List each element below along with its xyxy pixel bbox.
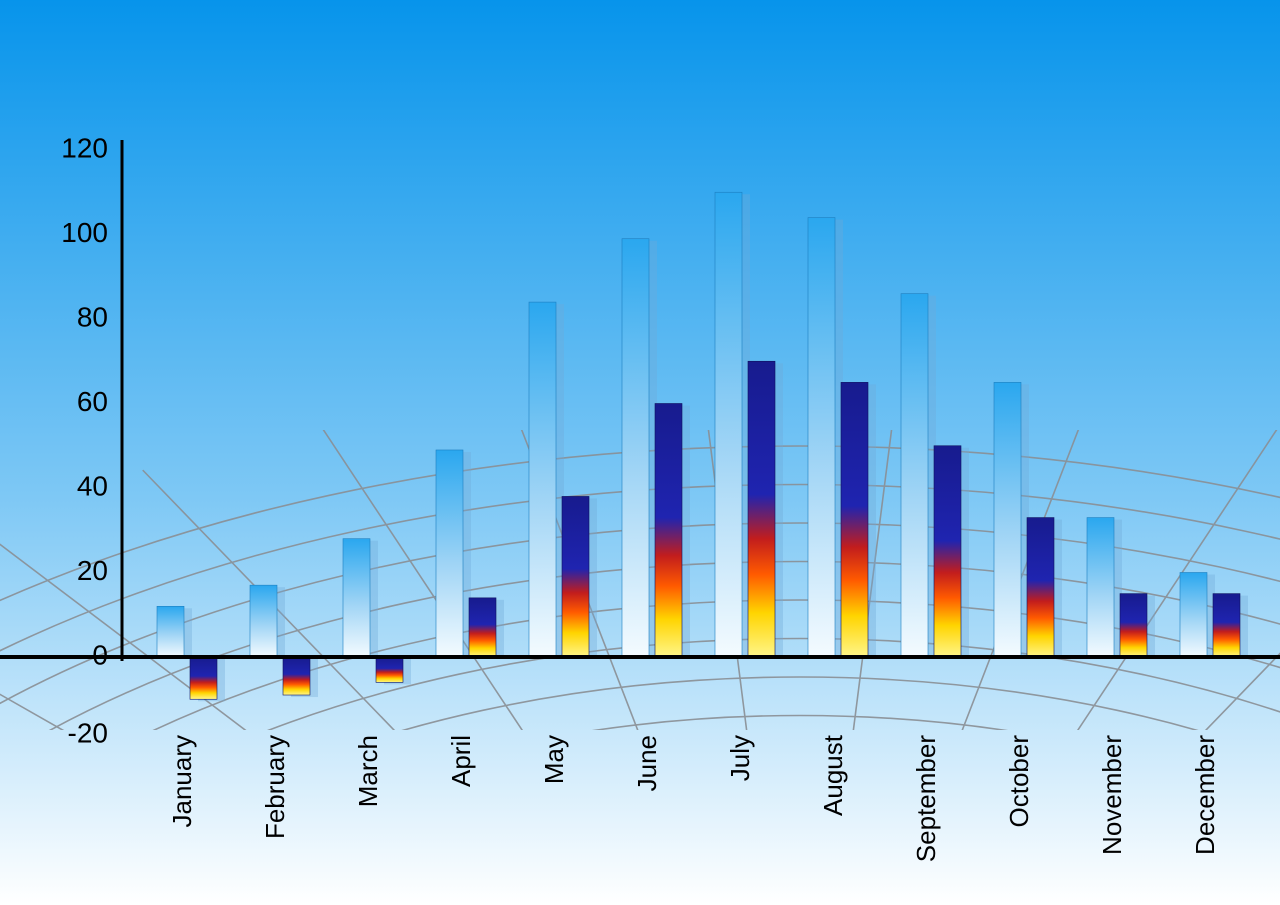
svg-text:November: November <box>1097 735 1127 855</box>
bar-october-s1 <box>1027 518 1054 657</box>
xtick-january: January <box>167 735 197 828</box>
bar-january-s1 <box>190 657 217 699</box>
svg-text:June: June <box>632 735 662 791</box>
xtick-may: May <box>539 735 569 784</box>
bar-july-s1 <box>748 361 775 657</box>
xtick-february: February <box>260 735 290 839</box>
xtick-july: July <box>725 735 755 781</box>
svg-text:April: April <box>446 735 476 787</box>
ytick-20: 20 <box>77 555 108 586</box>
svg-text:January: January <box>167 735 197 828</box>
svg-text:February: February <box>260 735 290 839</box>
xtick-november: November <box>1097 735 1127 855</box>
chart-svg: -20 0 20 40 60 80 100 120 January February March Ap… <box>0 0 1280 905</box>
ytick-0: 0 <box>92 639 108 670</box>
bar-november-s0 <box>1087 518 1114 657</box>
xtick-march: March <box>353 735 383 807</box>
bar-october-s0 <box>994 382 1021 657</box>
chart-container: -20 0 20 40 60 80 100 120 January February March Ap… <box>0 0 1280 905</box>
bar-june-s0 <box>622 239 649 657</box>
xtick-june: June <box>632 735 662 791</box>
svg-text:August: August <box>818 734 848 816</box>
ytick-120: 120 <box>61 132 108 163</box>
bar-november-s1 <box>1120 594 1147 657</box>
xtick-december: December <box>1190 735 1220 855</box>
ytick-60: 60 <box>77 386 108 417</box>
bar-december-s1 <box>1213 594 1240 657</box>
bar-april-s1 <box>469 598 496 657</box>
svg-text:July: July <box>725 735 755 781</box>
bar-june-s1 <box>655 404 682 658</box>
bar-august-s0 <box>808 218 835 657</box>
bar-august-s1 <box>841 382 868 657</box>
bar-july-s0 <box>715 192 742 657</box>
svg-text:October: October <box>1004 735 1034 828</box>
bar-september-s1 <box>934 446 961 657</box>
bar-march-s0 <box>343 539 370 657</box>
xtick-april: April <box>446 735 476 787</box>
ytick-100: 100 <box>61 217 108 248</box>
bar-february-s0 <box>250 585 277 657</box>
ytick-40: 40 <box>77 470 108 501</box>
ytick--20: -20 <box>68 717 108 748</box>
bar-april-s0 <box>436 450 463 657</box>
svg-text:September: September <box>911 735 941 863</box>
bar-may-s0 <box>529 302 556 657</box>
xtick-august: August <box>818 734 848 816</box>
xtick-october: October <box>1004 735 1034 828</box>
svg-text:March: March <box>353 735 383 807</box>
svg-text:May: May <box>539 735 569 784</box>
bar-december-s0 <box>1180 573 1207 658</box>
bar-february-s1 <box>283 657 310 695</box>
svg-text:December: December <box>1190 735 1220 855</box>
bar-september-s0 <box>901 294 928 657</box>
bar-january-s0 <box>157 606 184 657</box>
bar-may-s1 <box>562 496 589 657</box>
ytick-80: 80 <box>77 301 108 332</box>
xtick-september: September <box>911 735 941 863</box>
bar-march-s1 <box>376 657 403 682</box>
